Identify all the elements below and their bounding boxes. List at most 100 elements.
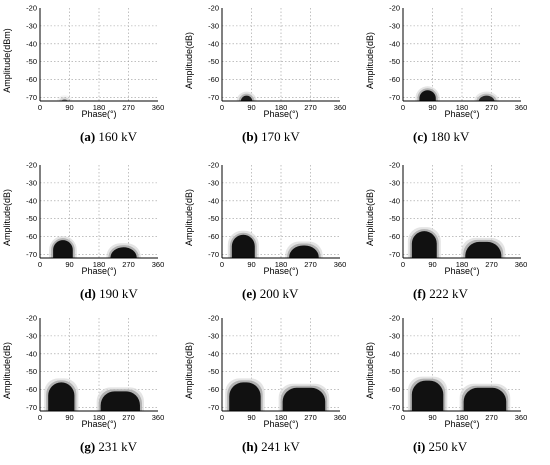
y-tick-label: -70 — [26, 250, 37, 259]
axes — [221, 8, 340, 102]
y-tick-label: -40 — [389, 349, 400, 358]
cluster-layer — [463, 387, 507, 411]
x-tick-label: 0 — [220, 260, 224, 269]
y-tick-label: -40 — [208, 196, 219, 205]
caption-text: 231 kV — [95, 439, 138, 454]
axes — [39, 318, 158, 412]
y-tick-label: -50 — [389, 57, 400, 66]
axes — [39, 8, 158, 102]
panel-caption-f: (f) 222 kV — [413, 286, 468, 302]
y-tick-label: -70 — [26, 93, 37, 102]
y-tick-label: -20 — [26, 161, 37, 170]
x-axis-label: Phase(°) — [81, 266, 116, 276]
y-tick-label: -40 — [26, 349, 37, 358]
cluster-d — [49, 236, 77, 258]
cluster-layer — [56, 95, 73, 101]
y-tick-label: -60 — [389, 75, 400, 84]
cluster-layer — [282, 387, 326, 411]
y-tick-label: -40 — [389, 196, 400, 205]
y-tick-label: -30 — [26, 178, 37, 187]
panel-caption-a: (a) 160 kV — [80, 129, 137, 145]
cluster-i — [407, 376, 448, 411]
caption-text: 160 kV — [95, 129, 138, 144]
x-tick-label: 180 — [456, 413, 469, 422]
panel-caption-e: (e) 200 kV — [242, 286, 298, 302]
y-axis-label: Amplitude(dB) — [365, 32, 375, 89]
axes — [221, 165, 340, 259]
y-tick-label: -70 — [389, 93, 400, 102]
y-axis-label: Amplitude(dB) — [2, 189, 12, 246]
x-tick-label: 270 — [304, 260, 317, 269]
x-tick-label: 90 — [247, 103, 255, 112]
y-tick-label: -50 — [389, 367, 400, 376]
x-tick-label: 0 — [401, 413, 405, 422]
cluster-layer — [229, 382, 261, 411]
cluster-i — [459, 383, 511, 411]
y-tick-label: -60 — [208, 232, 219, 241]
chart-panel-d: 0 90 180 270 360 -20 -30 -40 -50 -60 -70 Phase(°) Am… — [2, 161, 164, 277]
chart-panel-f: 0 90 180 270 360 -20 -30 -40 -50 -60 -70 Phase(°) Am… — [365, 161, 528, 277]
y-tick-label: -30 — [26, 21, 37, 30]
x-tick-label: 180 — [93, 260, 106, 269]
y-tick-label: -30 — [389, 331, 400, 340]
chart-panel-a: 0 90 180 270 360 -20 -30 -40 -50 -60 -70 Phase(°) Am… — [2, 4, 164, 120]
x-tick-label: 0 — [38, 413, 42, 422]
x-tick-label: 360 — [152, 413, 165, 422]
cluster-c — [474, 91, 499, 101]
x-axis-label: Phase(°) — [81, 419, 116, 429]
x-tick-label: 90 — [428, 103, 436, 112]
y-tick-label: -50 — [208, 367, 219, 376]
y-tick-label: -20 — [208, 4, 219, 13]
y-tick-label: -40 — [26, 196, 37, 205]
cluster-c — [415, 86, 440, 101]
cluster-layer — [478, 95, 495, 101]
axes — [221, 318, 340, 412]
caption-letter: (h) — [242, 439, 258, 454]
panel-caption-c: (c) 180 kV — [413, 129, 469, 145]
caption-letter: (c) — [413, 129, 428, 144]
y-tick-label: -50 — [26, 57, 37, 66]
x-tick-label: 360 — [334, 260, 347, 269]
cluster-layer — [100, 391, 140, 411]
caption-text: 250 kV — [425, 439, 468, 454]
cluster-d — [106, 243, 141, 258]
cluster-e — [285, 241, 323, 258]
y-tick-label: -40 — [26, 39, 37, 48]
x-tick-label: 270 — [485, 413, 498, 422]
caption-text: 222 kV — [426, 286, 468, 301]
x-tick-label: 360 — [334, 103, 347, 112]
cluster-layer — [110, 247, 137, 258]
grid-lines — [403, 8, 521, 101]
cluster-layer — [58, 97, 71, 101]
chart-panel-b: 0 90 180 270 360 -20 -30 -40 -50 -60 -70 Phase(°) Am… — [184, 4, 347, 120]
panel-caption-g: (g) 231 kV — [80, 439, 137, 455]
y-tick-label: -20 — [208, 161, 219, 170]
x-tick-label: 360 — [515, 260, 528, 269]
x-axis-label: Phase(°) — [263, 419, 298, 429]
x-tick-label: 0 — [38, 103, 42, 112]
y-tick-label: -70 — [389, 250, 400, 259]
grid-lines — [40, 8, 158, 101]
y-tick-label: -20 — [389, 161, 400, 170]
x-tick-label: 90 — [65, 260, 73, 269]
y-tick-label: -60 — [389, 385, 400, 394]
caption-letter: (d) — [80, 286, 96, 301]
y-tick-label: -50 — [208, 57, 219, 66]
x-tick-label: 270 — [304, 413, 317, 422]
y-tick-label: -20 — [389, 314, 400, 323]
cluster-layer — [48, 382, 75, 411]
cluster-layer — [411, 231, 437, 258]
cluster-f — [461, 237, 506, 258]
grid-lines — [222, 8, 340, 101]
y-tick-label: -30 — [389, 178, 400, 187]
caption-letter: (i) — [413, 439, 426, 454]
y-tick-label: -50 — [26, 214, 37, 223]
caption-letter: (g) — [80, 439, 96, 454]
x-axis-label: Phase(°) — [444, 419, 479, 429]
x-tick-label: 180 — [456, 260, 469, 269]
cluster-b — [236, 91, 257, 101]
y-axis-label: Amplitude(dBm) — [2, 28, 12, 93]
cluster-layer — [53, 240, 73, 258]
axes — [39, 165, 158, 259]
y-tick-label: -70 — [208, 403, 219, 412]
